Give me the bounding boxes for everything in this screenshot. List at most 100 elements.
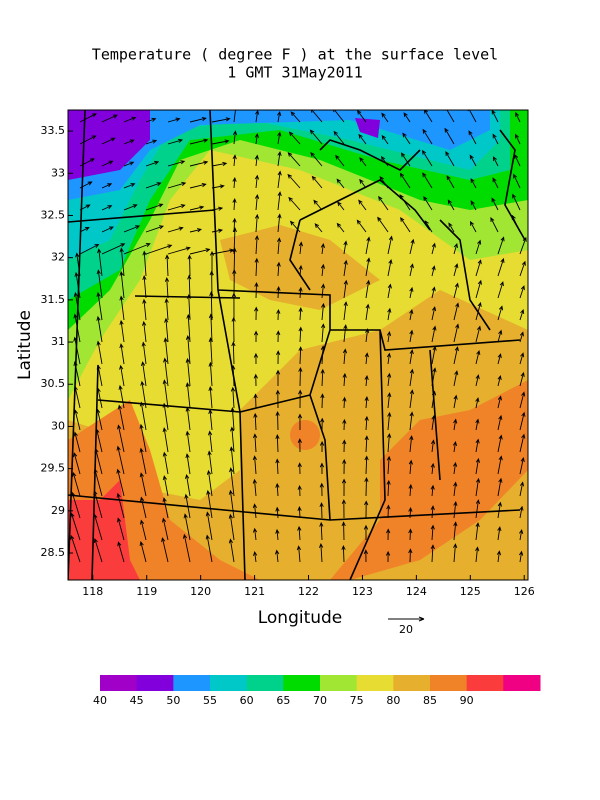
wind-arrow [387, 392, 392, 409]
wind-arrow [399, 194, 411, 211]
wind-arrow [183, 513, 191, 541]
wind-arrow [409, 368, 414, 387]
wind-arrow [93, 490, 103, 519]
wind-arrow [139, 401, 147, 431]
wind-arrow [167, 226, 184, 233]
wind-arrow [430, 484, 435, 497]
wind-arrow [162, 451, 169, 475]
colorbar-box [246, 675, 284, 691]
wind-arrow [333, 130, 345, 145]
wind-arrow [519, 391, 526, 409]
wind-arrow [491, 110, 499, 123]
wind-arrow [452, 441, 458, 453]
wind-arrow [229, 446, 235, 475]
colorbar-label: 65 [276, 694, 290, 707]
wind-arrow [337, 201, 345, 211]
wind-arrow [381, 134, 389, 145]
wind-arrow [123, 161, 135, 167]
colorbar-box [100, 675, 138, 691]
wind-arrow [298, 326, 303, 343]
wind-arrow [123, 204, 138, 211]
wind-arrow [145, 203, 164, 211]
wind-arrow [491, 197, 499, 211]
wind-arrow [431, 345, 437, 365]
y-tick-label: 30 [51, 419, 65, 432]
wind-arrow [310, 110, 323, 123]
wind-arrow [297, 506, 302, 519]
wind-arrow [519, 433, 526, 453]
wind-arrow [119, 295, 125, 321]
wind-arrow [470, 200, 477, 211]
wind-arrow [519, 260, 526, 277]
wind-arrow [139, 447, 147, 475]
wind-arrow [380, 155, 389, 167]
wind-arrow [513, 173, 521, 189]
wind-arrow [365, 279, 371, 299]
wind-arrow [319, 482, 324, 497]
wind-arrow [276, 330, 281, 343]
wind-arrow [409, 389, 414, 409]
wind-arrow [275, 458, 280, 475]
wind-arrow [310, 152, 323, 167]
wind-arrow [409, 286, 414, 299]
wind-arrow [119, 343, 125, 365]
wind-arrow [73, 431, 81, 453]
wind-arrow [475, 438, 480, 453]
wind-arrow [141, 341, 147, 365]
wind-arrow [117, 517, 125, 541]
wind-arrow [519, 371, 525, 387]
wind-arrow [205, 511, 213, 541]
wind-arrow [287, 173, 301, 189]
wind-arrow [119, 364, 125, 387]
wind-arrow [252, 478, 257, 497]
wind-arrow [431, 286, 436, 299]
wind-arrow [162, 475, 169, 497]
wind-arrow [313, 199, 323, 211]
colorbar-label: 40 [93, 694, 107, 707]
wind-arrow [231, 316, 236, 343]
wind-arrow [73, 385, 81, 409]
wind-arrow [277, 110, 282, 123]
wind-arrow [430, 505, 435, 519]
wind-arrow [341, 521, 346, 541]
wind-arrow [275, 506, 280, 519]
wind-arrow [189, 138, 209, 145]
wind-arrow [101, 137, 116, 145]
x-tick-label: 121 [244, 585, 265, 598]
y-tick-label: 31.5 [41, 293, 66, 306]
wind-arrow [73, 361, 81, 387]
wind-arrow [320, 393, 325, 409]
wind-arrow [101, 114, 118, 123]
wind-arrow [162, 402, 169, 431]
wind-arrow [453, 282, 459, 299]
wind-arrow [408, 506, 413, 519]
wind-arrow [319, 462, 325, 475]
y-tick-label: 32.5 [41, 208, 66, 221]
wind-arrow [275, 482, 280, 497]
wind-arrow [187, 254, 192, 277]
wind-arrow [453, 370, 459, 387]
x-tick-label: 123 [352, 585, 373, 598]
wind-arrow [254, 154, 259, 167]
wind-arrow [319, 502, 324, 519]
wind-arrow [253, 330, 259, 343]
wind-arrow [423, 195, 433, 211]
wind-arrow [186, 313, 191, 343]
wind-arrow [497, 477, 503, 497]
wind-arrow [475, 325, 482, 343]
wind-arrow [140, 496, 147, 519]
wind-arrow [74, 271, 81, 299]
wind-arrow [343, 301, 348, 321]
wind-arrow [228, 513, 235, 541]
wind-arrow [206, 469, 213, 497]
wind-arrow [145, 139, 158, 145]
wind-arrow [145, 117, 157, 123]
wind-arrow [343, 324, 348, 343]
wind-arrow [252, 455, 257, 475]
wind-arrow [364, 477, 369, 497]
wind-arrow [343, 240, 348, 255]
wind-arrow [467, 110, 477, 123]
wind-arrow [387, 307, 392, 321]
wind-arrow [519, 529, 524, 541]
wind-arrow [475, 457, 480, 475]
